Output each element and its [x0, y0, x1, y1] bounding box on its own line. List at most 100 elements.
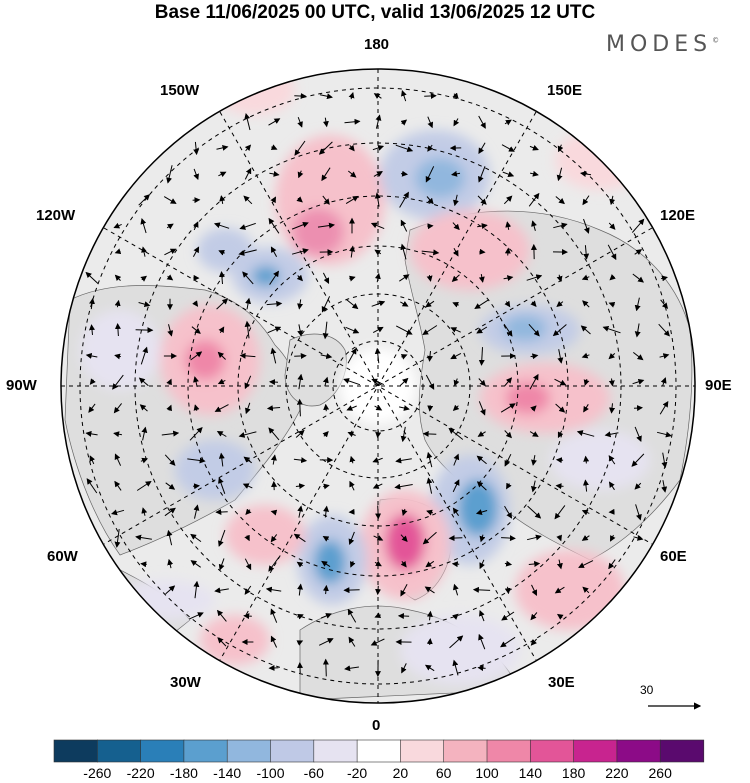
wind-vector [296, 196, 303, 203]
wind-vector [426, 509, 434, 516]
wind-vector [86, 478, 98, 494]
colorbar-tick-label: -60 [303, 765, 324, 781]
wind-vector [265, 586, 282, 593]
wind-vector [451, 561, 460, 568]
wind-vector [530, 353, 539, 360]
reference-vector-label: 30 [640, 683, 654, 697]
wind-vector [634, 249, 643, 256]
wind-vector [529, 144, 539, 151]
wind-vector [322, 117, 329, 128]
wind-vector [322, 376, 329, 387]
wind-vector [166, 529, 173, 546]
lon-label-30w: 30W [170, 674, 201, 691]
wind-vector [136, 480, 152, 491]
wind-vector [188, 612, 204, 620]
wind-vector [427, 144, 434, 152]
wind-vector [216, 430, 227, 437]
wind-vector [633, 405, 643, 412]
wind-vector [347, 608, 357, 623]
wind-vector [322, 584, 329, 595]
colorbar-swatch [443, 739, 488, 763]
wind-vector [610, 534, 616, 542]
wind-vector [85, 352, 98, 359]
wind-vector [270, 635, 278, 648]
colorbar-swatch [140, 739, 185, 763]
wind-vector [348, 91, 355, 100]
wind-vector [245, 402, 251, 415]
lon-label-30e: 30E [548, 674, 575, 691]
wind-vectors [85, 89, 672, 678]
colorbar [53, 739, 705, 763]
wind-vector [581, 509, 590, 516]
wind-vector [270, 534, 278, 543]
wind-vector [504, 247, 511, 256]
wind-vector [218, 326, 225, 334]
colorbar-tick-label: 180 [561, 765, 586, 781]
graticule [61, 69, 695, 703]
wind-vector [576, 430, 595, 437]
map-title: Base 11/06/2025 00 UTC, valid 13/06/2025… [154, 2, 596, 23]
wind-vector [555, 196, 565, 205]
wind-vector [398, 405, 410, 411]
wind-vector [660, 299, 669, 309]
wind-vector [400, 354, 408, 360]
wind-vector [244, 167, 252, 180]
wind-vector [660, 377, 667, 387]
wind-vector [452, 583, 459, 596]
wind-vector [450, 327, 461, 333]
wind-vector [297, 373, 304, 390]
wind-vector [557, 430, 564, 439]
wind-vector [400, 119, 408, 126]
wind-vector [427, 223, 434, 230]
colorbar-tick-label: -140 [213, 765, 242, 781]
wind-vector [349, 480, 355, 491]
wind-vector [219, 195, 226, 204]
wind-vector [270, 196, 276, 204]
wind-vector [297, 583, 304, 596]
wind-vector [243, 613, 252, 620]
wind-vector [297, 170, 304, 179]
wind-vector [348, 531, 355, 546]
wind-vector [555, 403, 566, 413]
colorbar-swatch [616, 739, 661, 763]
wind-vector [395, 144, 414, 153]
wind-vector [501, 144, 515, 152]
wind-vector [505, 221, 512, 230]
wind-vector [503, 275, 514, 282]
wind-vector [321, 560, 331, 568]
wind-vector [395, 325, 413, 335]
wind-vector [504, 430, 512, 439]
wind-vector [528, 323, 540, 337]
wind-vector [530, 405, 537, 412]
wind-vector [318, 638, 334, 646]
wind-vector [135, 534, 152, 541]
wind-vector [607, 244, 617, 261]
wind-vector [400, 219, 408, 232]
wind-vector [165, 585, 176, 595]
wind-vector [268, 427, 280, 441]
wind-vector [582, 586, 590, 594]
wind-vector [450, 352, 462, 360]
colorbar-swatch [270, 739, 315, 763]
wind-vector [193, 141, 200, 156]
wind-vector [268, 556, 280, 572]
wind-vector [554, 505, 566, 520]
wind-vector [217, 378, 226, 385]
wind-vector [631, 218, 645, 233]
wind-vector [608, 481, 615, 491]
wind-vector [556, 300, 564, 308]
wind-vector [661, 452, 668, 469]
wind-vector [372, 326, 384, 334]
wind-vector [114, 323, 121, 337]
wind-vector [140, 218, 147, 234]
wind-vector [319, 93, 333, 100]
wind-vector [344, 665, 359, 672]
wind-vector [422, 430, 437, 437]
wind-vector [425, 374, 435, 390]
wind-vector [216, 298, 229, 310]
wind-vector [583, 245, 590, 260]
wind-vector [192, 300, 199, 307]
wind-vector [139, 404, 148, 412]
wind-vector [531, 455, 537, 466]
